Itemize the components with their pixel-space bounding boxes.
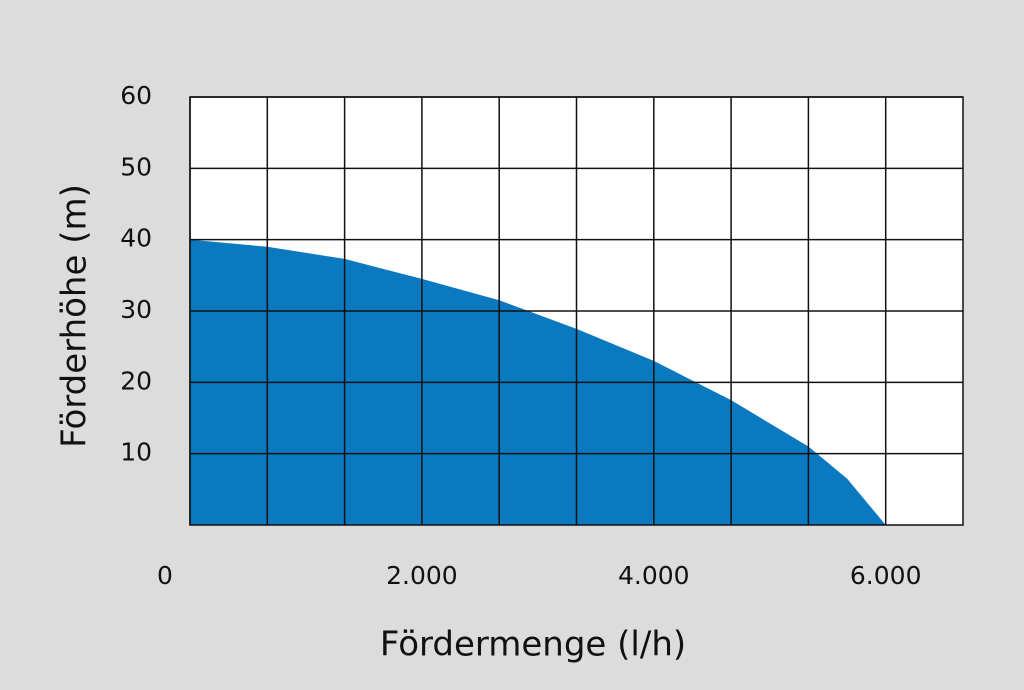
y-tick-label: 50 — [120, 152, 152, 181]
y-tick-label: 10 — [120, 438, 152, 467]
y-axis-label: Förderhöhe (m) — [55, 184, 95, 448]
x-tick-label: 6.000 — [850, 561, 922, 590]
x-tick-label: 0 — [157, 561, 173, 590]
y-tick-label: 20 — [120, 366, 152, 395]
y-tick-label: 30 — [120, 295, 152, 324]
x-axis-label: Fördermenge (l/h) — [380, 625, 686, 665]
plot-border — [189, 96, 964, 526]
x-tick-label: 4.000 — [618, 561, 690, 590]
y-tick-label: 60 — [120, 81, 152, 110]
y-tick-label: 40 — [120, 224, 152, 253]
x-tick-label: 2.000 — [386, 561, 458, 590]
